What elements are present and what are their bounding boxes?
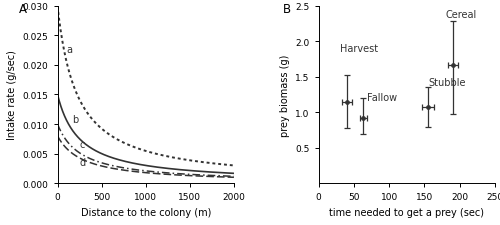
Text: B: B <box>284 3 292 16</box>
X-axis label: time needed to get a prey (sec): time needed to get a prey (sec) <box>330 207 484 217</box>
Text: d: d <box>80 157 86 167</box>
Text: Harvest: Harvest <box>340 43 378 54</box>
Text: Fallow: Fallow <box>366 93 396 103</box>
Y-axis label: Intake rate (g/sec): Intake rate (g/sec) <box>7 50 17 140</box>
Text: a: a <box>66 45 72 54</box>
Text: A: A <box>18 3 26 16</box>
Text: Cereal: Cereal <box>446 10 477 20</box>
Text: c: c <box>80 140 85 150</box>
Text: Stubble: Stubble <box>428 77 466 87</box>
Text: b: b <box>72 115 78 125</box>
Y-axis label: prey biomass (g): prey biomass (g) <box>280 54 289 136</box>
X-axis label: Distance to the colony (m): Distance to the colony (m) <box>80 207 211 217</box>
